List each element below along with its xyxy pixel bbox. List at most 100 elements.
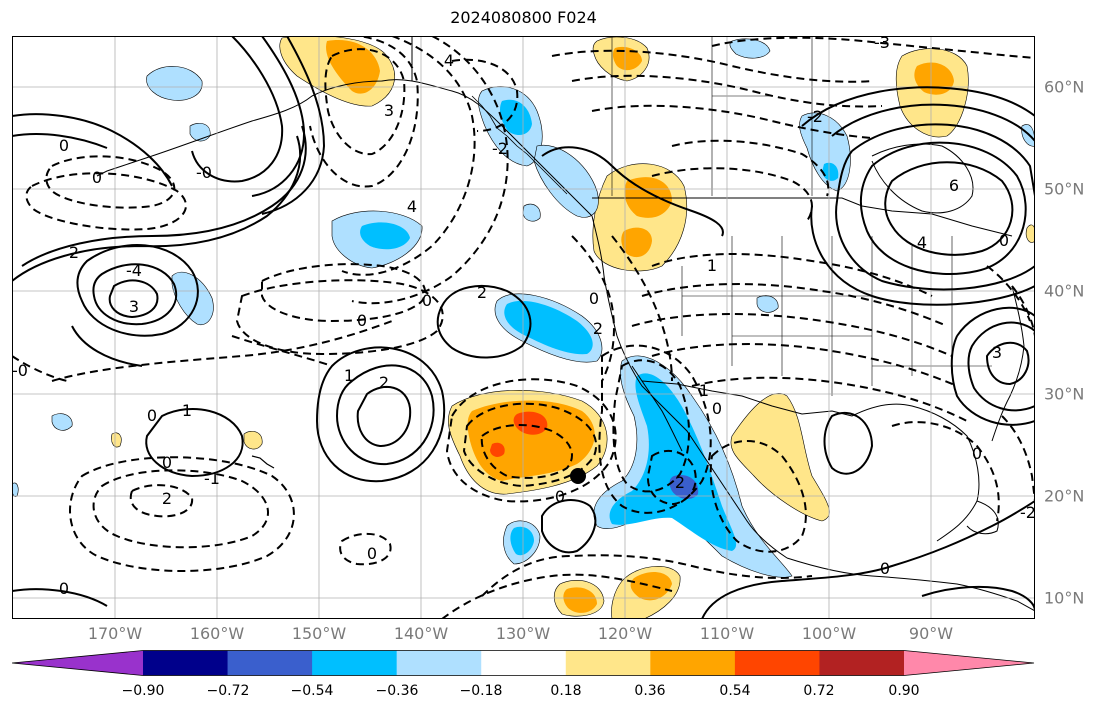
warm-region-small-3	[1025, 224, 1035, 243]
contour-dashed-ne-1	[1011, 285, 1035, 337]
map-panel: 0 0 0 0 0 0 0 0 0 0 0 0 0 1 1 1 1 2 2 2 …	[12, 36, 1035, 619]
colorbar-tick-label: 0.90	[888, 683, 920, 699]
contour-label: 0	[59, 136, 69, 155]
contour-dashed-hawaii-low-2	[69, 456, 295, 572]
colorbar-tick-label: −0.36	[375, 683, 419, 699]
lon-tick-label: 120°W	[597, 624, 653, 643]
contour-dashed-gulf-2	[309, 36, 419, 188]
lat-tick-label: 60°N	[1044, 77, 1085, 97]
contour-label: 0	[422, 291, 432, 310]
contour-dashed-trop-band-2	[441, 573, 673, 619]
colorbar-segment	[143, 650, 229, 676]
lon-tick-label: 130°W	[495, 624, 551, 643]
contour-label: -4	[126, 261, 142, 280]
contour-label: -3	[874, 36, 890, 52]
contour-label: 2	[477, 283, 487, 302]
contour-dashed-gulf-mex	[891, 421, 1000, 522]
lat-tick-label: 50°N	[1044, 179, 1085, 199]
lat-tick-label: 20°N	[1044, 486, 1085, 506]
lat-tick-label: 30°N	[1044, 384, 1085, 404]
contours-solid	[12, 36, 1035, 619]
contour-solid-high-e-3	[835, 123, 1035, 291]
contour-label: 2	[675, 473, 685, 492]
contour-dashed-conus-2	[641, 283, 948, 327]
contour-label: 3	[992, 343, 1002, 362]
warm-region-small-2	[111, 432, 122, 448]
contour-label: 0	[92, 168, 102, 187]
contour-solid-pac-high-3	[356, 385, 412, 448]
coastline-alaska-islands	[471, 95, 568, 195]
contour-solid-pac-high-1	[335, 364, 435, 466]
contour-solid-bl	[12, 588, 108, 607]
colorbar-tick-label: 0.54	[719, 683, 751, 699]
contour-label: -0	[196, 163, 212, 182]
colorbar-segment	[227, 650, 313, 676]
cool-region-canada-small	[729, 38, 771, 59]
warm-core-pacific-nw	[624, 177, 672, 218]
cool-core-baja	[609, 373, 737, 551]
cool-core-alaska-coast	[500, 99, 532, 136]
contour-dashed-canada-5	[671, 139, 830, 197]
location-marker	[570, 468, 586, 484]
contour-dashed-conus-4	[651, 343, 958, 387]
warm-core-tropical-1	[563, 587, 597, 613]
lat-tick-label: 10°N	[1044, 588, 1085, 608]
colorbar-tick-label: −0.54	[290, 683, 334, 699]
cool-core-tropical	[510, 526, 534, 556]
coastline-yucatan	[966, 500, 999, 535]
coastline-aleutian-chain	[96, 155, 153, 177]
contour-solid-high-se-3	[985, 341, 1030, 386]
contour-label: 6	[949, 176, 959, 195]
contour-solid-top-left2	[12, 133, 108, 149]
contour-dashed-canada-1	[551, 49, 873, 83]
coastline-central-america	[786, 557, 1035, 612]
border-us-mexico	[641, 380, 853, 417]
colorbar-tick-label: 0.72	[803, 683, 835, 699]
lon-tick-label: 90°W	[908, 624, 954, 643]
contour-label: 3	[384, 101, 394, 120]
contour-label: 4	[917, 233, 927, 252]
contour-label: -2	[807, 107, 823, 126]
colorbar-svg	[11, 650, 1035, 676]
cool-region-mid-pacific	[171, 271, 214, 326]
contour-solid-w-outer2	[12, 135, 302, 282]
contour-dashed-trop-low	[339, 532, 392, 566]
coastline-east-coast	[991, 285, 1025, 442]
contour-dashed-gulf-1	[324, 48, 406, 156]
colorbar-segment	[734, 650, 820, 676]
contour-dashed-far-right	[1001, 415, 1035, 502]
contour-dashed-canada-6	[651, 167, 813, 222]
contour-dashed-hawaii-low	[92, 469, 269, 549]
contour-label: -2	[1020, 503, 1035, 522]
contour-label: 1	[699, 381, 709, 400]
contour-dashed-conus-5	[691, 376, 968, 422]
colorbar-segment	[312, 650, 398, 676]
contour-dashed-canada-4	[711, 36, 1035, 59]
contour-solid-high-e-5	[801, 86, 1035, 127]
contour-dashed-mexico-1	[709, 440, 807, 553]
warm-hot-subtropical	[513, 411, 548, 435]
contour-dashed-gulf-3	[341, 36, 476, 276]
contour-solid-low-w1	[76, 244, 199, 337]
contour-solid-high-se-1	[967, 321, 1035, 412]
colorbar	[11, 650, 1035, 676]
coastline-baja	[631, 365, 683, 452]
contour-solid-high-se-2	[950, 306, 1035, 426]
contour-label: 0	[712, 399, 722, 418]
contour-label: 1	[182, 401, 192, 420]
contour-solid-gulf	[823, 411, 874, 475]
contour-label: 1	[707, 256, 717, 275]
colorbar-segments	[12, 650, 1034, 676]
colorbar-segment	[819, 650, 905, 676]
contour-solid-ridge-2	[251, 36, 306, 197]
warm-core-tropical-2	[630, 572, 672, 601]
colorbar-outline	[11, 650, 1035, 676]
contour-dashed-tongue-1	[261, 263, 427, 323]
warm-region-mexico	[730, 393, 830, 522]
contour-label: 2	[379, 373, 389, 392]
contour-dashed-ne-2	[986, 265, 1031, 322]
map-svg: 0 0 0 0 0 0 0 0 0 0 0 0 0 1 1 1 1 2 2 2 …	[12, 36, 1035, 619]
contour-dashed-coast-2	[611, 235, 673, 382]
contour-solid-trop-low	[541, 499, 597, 554]
contour-solid-left-2	[71, 325, 143, 367]
